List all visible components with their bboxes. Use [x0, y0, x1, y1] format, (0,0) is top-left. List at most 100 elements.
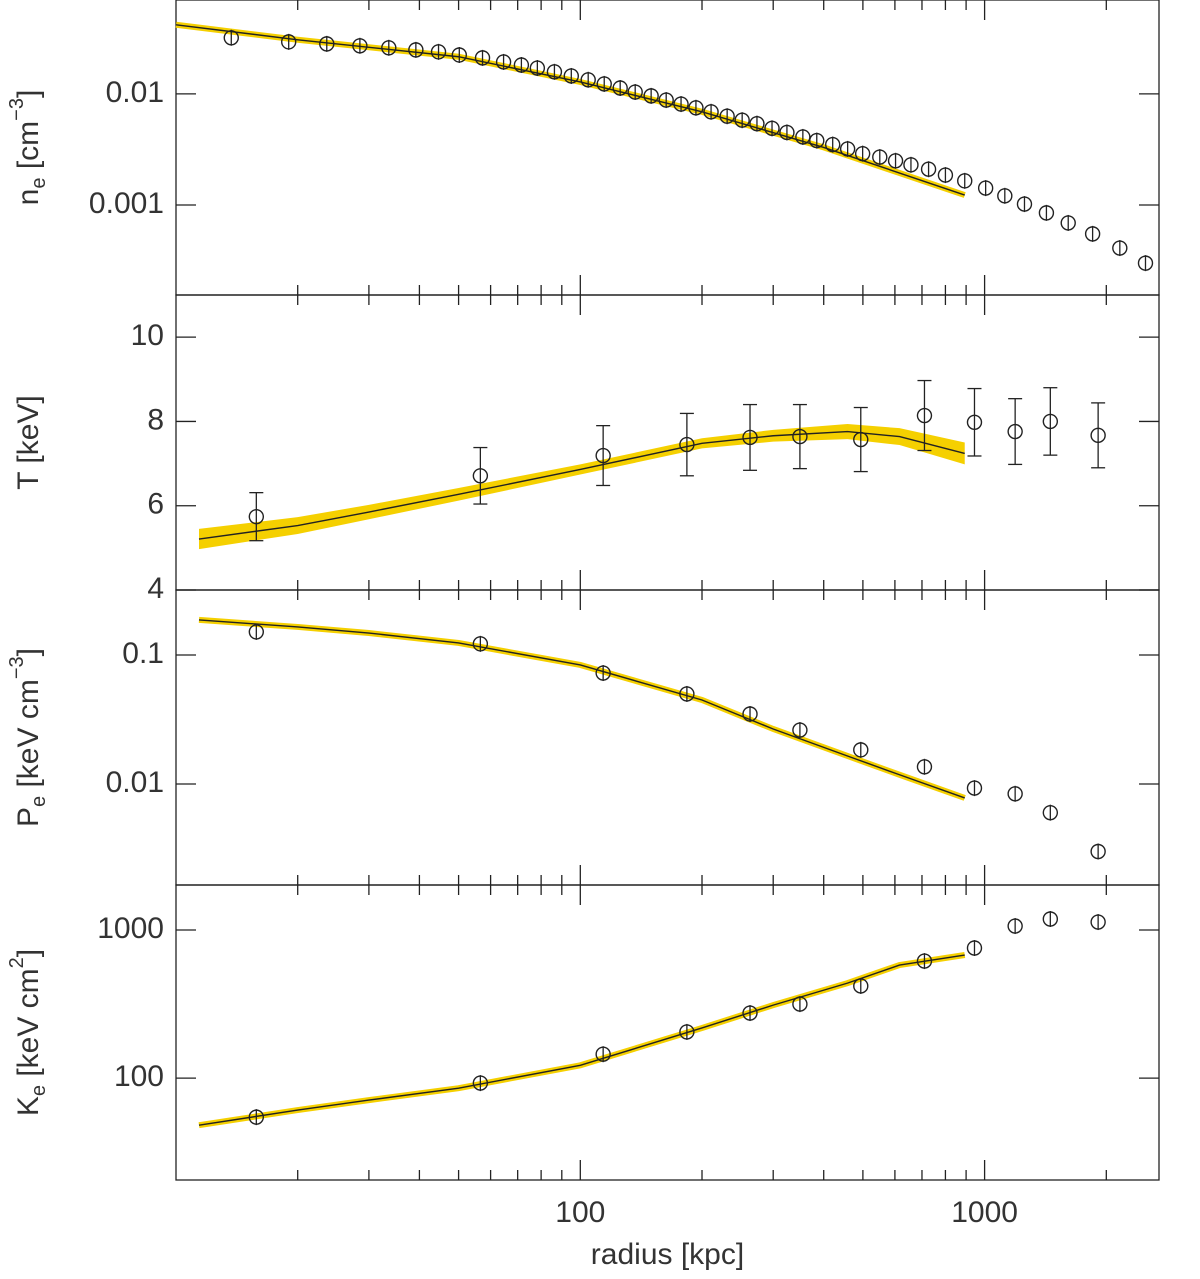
- y-axis-label-part: T [keV]: [12, 395, 45, 489]
- data-point: [612, 80, 628, 96]
- y-axis-label: ne [cm−3]: [6, 90, 50, 206]
- data-point: [854, 145, 871, 162]
- data-point: [916, 759, 933, 775]
- data-point: [853, 742, 869, 758]
- data-point: [824, 136, 841, 153]
- data-point: [734, 112, 750, 128]
- x-tick-label: 1000: [951, 1196, 1018, 1229]
- data-point: [595, 447, 611, 464]
- x-axis-label: radius [kpc]: [591, 1238, 744, 1271]
- data-point: [1038, 205, 1055, 221]
- data-point: [792, 722, 808, 738]
- data-point: [742, 706, 758, 722]
- data-point: [223, 30, 239, 46]
- model-band: [199, 423, 965, 550]
- y-axis-label-part: ]: [12, 949, 45, 957]
- y-axis-label-part: [keV cm: [12, 679, 45, 796]
- data-point: [853, 431, 869, 448]
- data-point: [408, 42, 424, 58]
- data-point: [451, 47, 467, 63]
- data-point: [966, 940, 983, 956]
- model-line: [175, 24, 965, 196]
- y-axis-label-part: P: [12, 807, 45, 827]
- data-point: [719, 108, 735, 124]
- data-point: [563, 68, 579, 84]
- data-point: [472, 1075, 489, 1091]
- data-point: [903, 157, 919, 173]
- panel-frame: [175, 294, 1160, 591]
- data-point: [381, 40, 397, 56]
- data-point: [688, 100, 704, 116]
- model-line: [198, 619, 965, 799]
- y-axis-label: T [keV]: [12, 395, 45, 489]
- panel-frame: [175, 884, 1160, 1181]
- data-point: [472, 468, 489, 484]
- data-point: [643, 88, 659, 104]
- data-point: [1042, 413, 1059, 430]
- data-point: [887, 153, 904, 169]
- data-point: [1042, 911, 1059, 927]
- data-point: [673, 96, 689, 112]
- data-point: [1137, 255, 1154, 271]
- data-point: [839, 141, 856, 157]
- data-point: [430, 44, 447, 60]
- y-axis-label-part: 2: [6, 957, 28, 968]
- data-point: [795, 129, 811, 145]
- y-axis-label: Pe [keV cm−3]: [6, 648, 50, 827]
- data-point: [595, 665, 611, 681]
- y-axis-label-part: n: [12, 189, 45, 206]
- y-axis-label-part: ]: [12, 648, 45, 656]
- data-point: [1090, 843, 1106, 860]
- data-point: [792, 428, 808, 445]
- y-tick-label: 100: [114, 1060, 164, 1093]
- data-point: [595, 1046, 611, 1062]
- y-axis-label-part: [keV cm: [12, 968, 45, 1085]
- data-point: [853, 978, 869, 994]
- model-band: [175, 21, 966, 198]
- model-line: [198, 954, 965, 1126]
- model-band: [198, 952, 966, 1129]
- data-point: [281, 34, 297, 50]
- data-point: [474, 50, 491, 66]
- data-point: [1112, 240, 1128, 256]
- data-point: [679, 686, 695, 702]
- y-tick-label: 6: [147, 488, 164, 521]
- data-point: [916, 407, 933, 424]
- y-tick-label: 4: [147, 572, 164, 605]
- data-point: [764, 120, 780, 137]
- data-point: [627, 84, 643, 100]
- data-point: [872, 149, 888, 165]
- y-tick-label: 0.01: [106, 76, 164, 109]
- data-point: [248, 624, 265, 640]
- data-point: [352, 38, 368, 54]
- y-axis-label-part: e: [28, 1085, 50, 1096]
- data-point: [966, 414, 983, 430]
- data-point: [658, 92, 674, 108]
- data-point: [977, 180, 994, 196]
- data-point: [937, 167, 954, 183]
- data-point: [679, 1024, 695, 1040]
- data-point: [703, 104, 719, 120]
- y-tick-label: 10: [131, 319, 164, 352]
- data-point: [1090, 914, 1106, 930]
- y-axis-label: Ke [keV cm2]: [6, 949, 50, 1116]
- data-point: [596, 76, 612, 92]
- y-tick-label: 0.001: [89, 187, 164, 220]
- data-point: [916, 953, 933, 969]
- y-axis-label-part: e: [28, 796, 50, 807]
- data-point: [495, 54, 512, 70]
- data-point: [957, 173, 973, 189]
- y-axis-label-part: −3: [6, 656, 28, 679]
- y-tick-label: 8: [147, 403, 164, 436]
- data-point: [742, 429, 758, 446]
- panel-frame: [175, 589, 1160, 886]
- data-point: [920, 161, 937, 177]
- data-point: [1007, 786, 1023, 802]
- data-point: [779, 124, 795, 141]
- data-point: [997, 188, 1013, 204]
- data-point: [1007, 918, 1023, 934]
- data-point: [679, 436, 695, 453]
- y-axis-label-part: e: [28, 178, 50, 189]
- y-axis-label-part: −3: [6, 98, 28, 121]
